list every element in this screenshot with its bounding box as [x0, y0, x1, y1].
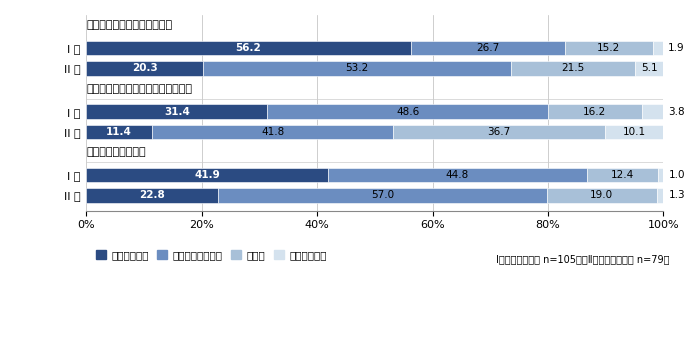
Bar: [328, 168, 587, 183]
Bar: [86, 61, 204, 76]
Text: 11.4: 11.4: [106, 127, 132, 137]
Text: 44.8: 44.8: [446, 170, 469, 180]
Text: 10.1: 10.1: [623, 127, 646, 137]
Text: 31.4: 31.4: [164, 107, 190, 117]
Text: Ⅰ群（発達障害者 n=105）、Ⅱ群（精神障害者 n=79）: Ⅰ群（発達障害者 n=105）、Ⅱ群（精神障害者 n=79）: [496, 254, 669, 264]
Bar: [565, 41, 652, 56]
Bar: [510, 61, 635, 76]
Text: 21.5: 21.5: [561, 63, 584, 73]
Text: 19.0: 19.0: [590, 190, 613, 200]
Bar: [606, 125, 664, 139]
Bar: [642, 104, 664, 119]
Bar: [86, 168, 328, 183]
Bar: [204, 61, 510, 76]
Text: 26.7: 26.7: [476, 43, 499, 53]
Bar: [86, 188, 218, 203]
Bar: [635, 61, 664, 76]
Text: 15.2: 15.2: [597, 43, 620, 53]
Text: 57.0: 57.0: [371, 190, 394, 200]
Text: 1.9: 1.9: [668, 43, 685, 53]
Bar: [652, 41, 664, 56]
Text: 1.3: 1.3: [668, 190, 685, 200]
Text: 20.3: 20.3: [132, 63, 158, 73]
Text: 53.2: 53.2: [345, 63, 369, 73]
Text: 41.8: 41.8: [261, 127, 284, 137]
Text: 16.2: 16.2: [583, 107, 606, 117]
Text: 12.4: 12.4: [611, 170, 634, 180]
Text: 22.8: 22.8: [139, 190, 165, 200]
Legend: 特異さがある, 特異さがややある, 平均的, 不明・無回答: 特異さがある, 特異さがややある, 平均的, 不明・無回答: [92, 246, 331, 264]
Bar: [152, 125, 393, 139]
Bar: [393, 125, 606, 139]
Text: 1.0: 1.0: [668, 170, 685, 180]
Bar: [267, 104, 548, 119]
Text: 3.8: 3.8: [668, 107, 685, 117]
Text: 41.9: 41.9: [195, 170, 220, 180]
Bar: [548, 104, 642, 119]
Bar: [547, 188, 657, 203]
Bar: [218, 188, 547, 203]
Text: 非言語的コミュニケーションの障害: 非言語的コミュニケーションの障害: [86, 84, 192, 94]
Text: 36.7: 36.7: [488, 127, 511, 137]
Text: 5.1: 5.1: [641, 63, 658, 73]
Bar: [86, 41, 411, 56]
Text: 56.2: 56.2: [235, 43, 261, 53]
Bar: [411, 41, 565, 56]
Bar: [658, 168, 664, 183]
Bar: [86, 104, 267, 119]
Text: 48.6: 48.6: [396, 107, 419, 117]
Bar: [86, 125, 152, 139]
Bar: [587, 168, 658, 183]
Text: 対人的交流の相互作用の障害: 対人的交流の相互作用の障害: [86, 20, 172, 30]
Text: 他者との関係づくり: 他者との関係づくり: [86, 147, 146, 157]
Bar: [657, 188, 664, 203]
